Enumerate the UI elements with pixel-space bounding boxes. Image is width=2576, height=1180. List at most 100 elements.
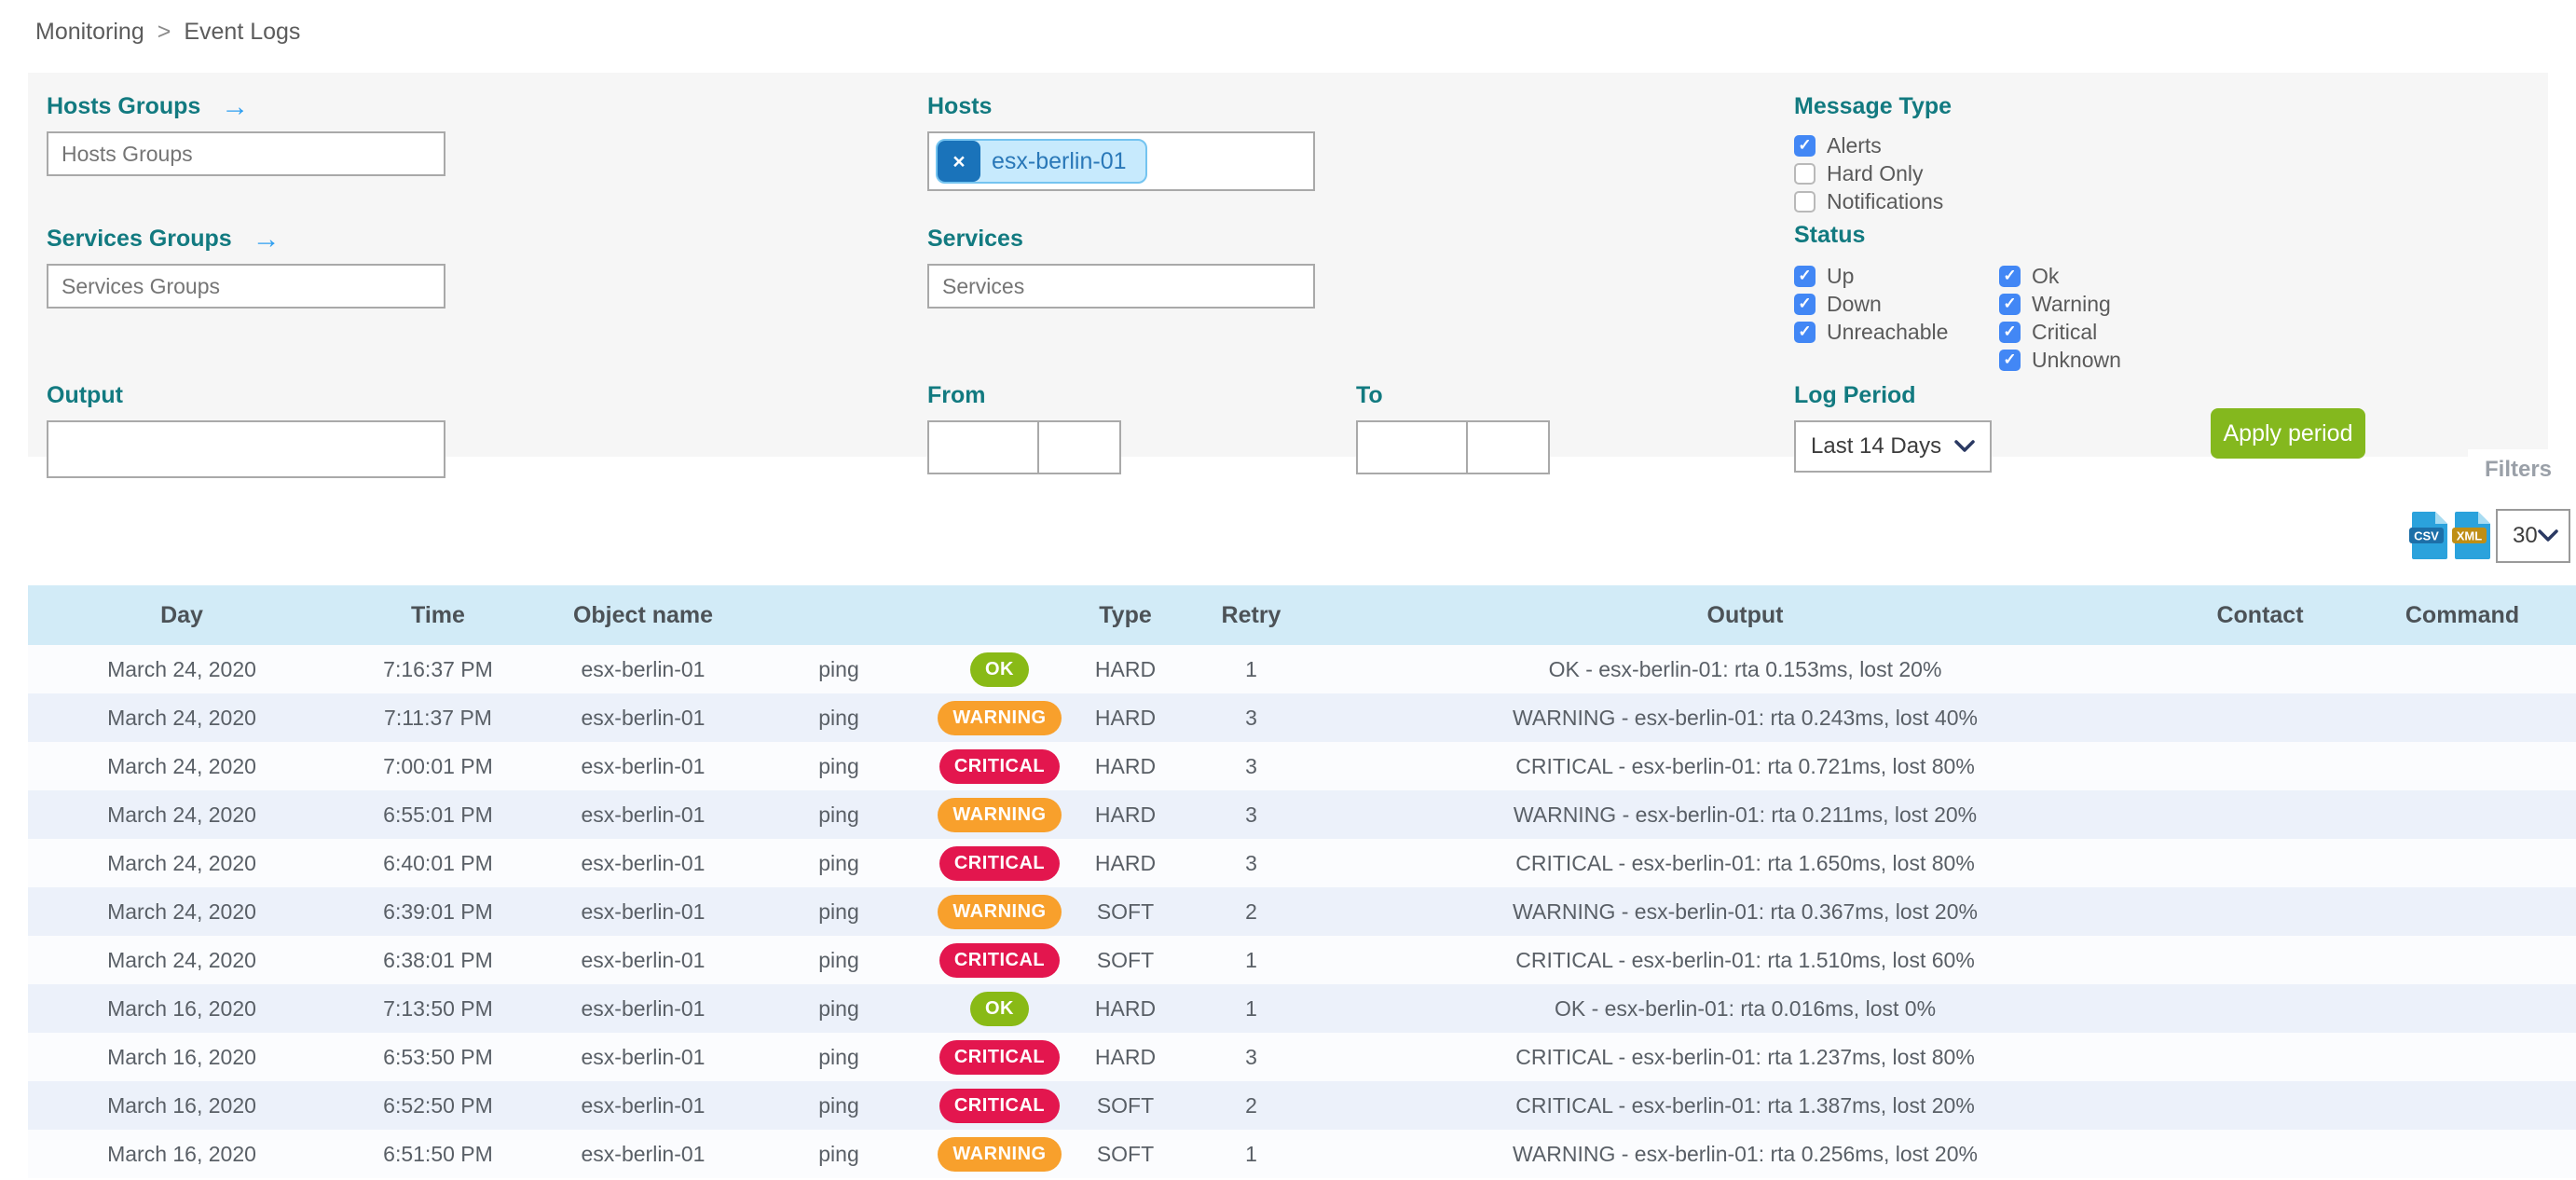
cell-retry: 2 — [1245, 899, 1257, 924]
cell-day: March 24, 2020 — [107, 899, 256, 924]
cell-command — [2349, 936, 2576, 984]
services-input[interactable] — [927, 264, 1315, 309]
hosts-groups-input[interactable] — [47, 131, 445, 176]
svg-text:CSV: CSV — [2414, 529, 2439, 543]
cell-service: ping — [818, 899, 859, 924]
column-header-command: Command — [2349, 585, 2576, 645]
cell-service: ping — [818, 802, 859, 827]
table-row: March 24, 2020 6:40:01 PM esx-berlin-01 … — [28, 839, 2576, 887]
cell-type: HARD — [1094, 656, 1157, 681]
cell-time: 7:13:50 PM — [383, 995, 493, 1021]
table-row: March 16, 2020 6:52:50 PM esx-berlin-01 … — [28, 1081, 2576, 1130]
cell-status: CRITICAL — [932, 839, 1067, 887]
table-row: March 16, 2020 7:13:50 PM esx-berlin-01 … — [28, 984, 2576, 1033]
message-type-filter: Message Type ✓ Alerts Hard Only Notifica… — [1794, 93, 1952, 215]
checkbox-icon[interactable] — [1794, 162, 1816, 185]
cell-day: March 24, 2020 — [107, 656, 256, 681]
from-date-input[interactable] — [927, 420, 1039, 474]
log-period-select[interactable]: Last 14 Days — [1794, 420, 1992, 473]
svg-text:XML: XML — [2457, 529, 2483, 543]
cell-contact — [2172, 887, 2349, 936]
apply-period-button[interactable]: Apply period — [2211, 408, 2365, 459]
checkbox-icon[interactable]: ✓ — [1999, 293, 2021, 315]
checkbox-icon[interactable]: ✓ — [1794, 321, 1816, 343]
cell-type: SOFT — [1096, 1141, 1155, 1166]
cell-service: ping — [818, 947, 859, 972]
cell-output: WARNING - esx-berlin-01: rta 0.256ms, lo… — [1513, 1141, 1978, 1166]
status-host-options: ✓ Up ✓ Down ✓ Unreachable — [1794, 262, 1999, 374]
cell-time: 7:16:37 PM — [383, 656, 493, 681]
cell-type: SOFT — [1096, 899, 1155, 924]
checkbox-option[interactable]: ✓ Warning — [1999, 290, 2204, 318]
cell-output: CRITICAL - esx-berlin-01: rta 0.721ms, l… — [1515, 753, 1975, 778]
checkbox-option[interactable]: ✓ Up — [1794, 262, 1999, 290]
column-header-object: Object name — [541, 585, 746, 645]
checkbox-icon[interactable] — [1794, 190, 1816, 213]
cell-type: HARD — [1094, 850, 1157, 875]
message-type-options: ✓ Alerts Hard Only Notifications — [1794, 131, 1952, 215]
arrow-right-icon[interactable]: → — [252, 223, 281, 254]
column-header-retry: Retry — [1184, 585, 1319, 645]
cell-service: ping — [818, 1141, 859, 1166]
to-date-input[interactable] — [1356, 420, 1468, 474]
message-type-label: Message Type — [1794, 93, 1953, 119]
checkbox-icon[interactable]: ✓ — [1999, 321, 2021, 343]
checkbox-icon[interactable]: ✓ — [1794, 265, 1816, 287]
checkbox-option[interactable]: Notifications — [1794, 187, 1952, 215]
export-xml-icon[interactable]: XML — [2451, 511, 2492, 559]
filters-tab[interactable]: Filters — [2468, 449, 2569, 490]
cell-object-name: esx-berlin-01 — [581, 899, 706, 924]
to-time-input[interactable] — [1466, 420, 1550, 474]
cell-day: March 24, 2020 — [107, 947, 256, 972]
checkbox-icon[interactable]: ✓ — [1999, 265, 2021, 287]
checkbox-option[interactable]: ✓ Unknown — [1999, 346, 2204, 374]
breadcrumb-item-monitoring[interactable]: Monitoring — [35, 19, 144, 45]
from-label: From — [927, 382, 986, 408]
checkbox-icon[interactable]: ✓ — [1794, 134, 1816, 157]
checkbox-icon[interactable]: ✓ — [1999, 349, 2021, 371]
hosts-label: Hosts — [927, 93, 993, 119]
cell-command — [2349, 1081, 2576, 1130]
checkbox-option[interactable]: ✓ Alerts — [1794, 131, 1952, 159]
column-header-service — [746, 585, 932, 645]
checkbox-label: Ok — [2032, 263, 2060, 288]
cell-day: March 24, 2020 — [107, 705, 256, 730]
cell-day: March 24, 2020 — [107, 850, 256, 875]
table-row: March 24, 2020 6:55:01 PM esx-berlin-01 … — [28, 790, 2576, 839]
host-chip: × esx-berlin-01 — [936, 139, 1147, 184]
checkbox-option[interactable]: Hard Only — [1794, 159, 1952, 187]
status-badge: OK — [970, 652, 1029, 687]
chevron-down-icon — [1954, 440, 1975, 452]
cell-contact — [2172, 790, 2349, 839]
from-time-input[interactable] — [1037, 420, 1121, 474]
cell-time: 6:51:50 PM — [383, 1141, 493, 1166]
checkbox-icon[interactable]: ✓ — [1794, 293, 1816, 315]
cell-object-name: esx-berlin-01 — [581, 947, 706, 972]
checkbox-option[interactable]: ✓ Ok — [1999, 262, 2204, 290]
chip-remove-button[interactable]: × — [938, 141, 980, 182]
hosts-input[interactable]: × esx-berlin-01 — [927, 131, 1315, 191]
cell-status: WARNING — [932, 790, 1067, 839]
to-filter: To — [1356, 382, 1550, 474]
cell-day: March 16, 2020 — [107, 1141, 256, 1166]
output-input[interactable] — [47, 420, 445, 478]
event-log-table: Day Time Object name Type Retry Output C… — [28, 585, 2576, 1178]
cell-day: March 24, 2020 — [107, 802, 256, 827]
cell-retry: 3 — [1245, 705, 1257, 730]
services-groups-input[interactable] — [47, 264, 445, 309]
checkbox-label: Unreachable — [1827, 319, 1949, 344]
page-size-select[interactable]: 30 — [2496, 509, 2570, 563]
checkbox-option[interactable]: ✓ Down — [1794, 290, 1999, 318]
cell-time: 6:38:01 PM — [383, 947, 493, 972]
checkbox-option[interactable]: ✓ Critical — [1999, 318, 2204, 346]
column-header-day: Day — [28, 585, 336, 645]
checkbox-option[interactable]: ✓ Unreachable — [1794, 318, 1999, 346]
cell-retry: 1 — [1245, 995, 1257, 1021]
breadcrumb-item-event-logs: Event Logs — [184, 19, 301, 45]
status-badge: WARNING — [938, 700, 1062, 735]
cell-status: WARNING — [932, 1130, 1067, 1178]
arrow-right-icon[interactable]: → — [221, 90, 250, 122]
event-table-body: March 24, 2020 7:16:37 PM esx-berlin-01 … — [28, 645, 2576, 1178]
hosts-groups-label: Hosts Groups → — [47, 90, 250, 122]
export-csv-icon[interactable]: CSV — [2408, 511, 2449, 559]
